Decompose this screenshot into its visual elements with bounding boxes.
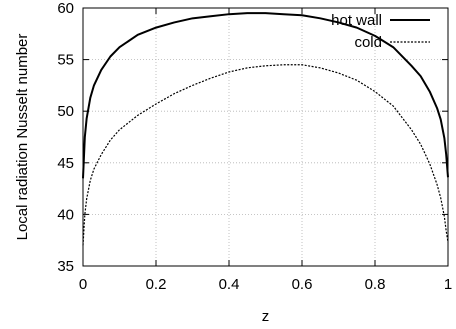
y-tick-label: 55 [57,52,74,69]
y-tick-label: 45 [57,155,74,172]
plot-frame [82,7,449,267]
legend-label-1: hot wall [331,12,382,29]
series [82,12,449,246]
x-tick-label: 0 [79,276,87,293]
legend-label-2: cold [354,34,382,51]
y-tick-label: 60 [57,0,74,17]
x-tick-label: 0.6 [292,276,313,293]
series-line-1 [82,12,449,179]
x-tick-label: 0.4 [219,276,240,293]
x-tick-label: 1 [444,276,452,293]
y-tick-label: 35 [57,258,74,275]
y-tick-label: 40 [57,206,74,223]
x-axis-title: z [262,308,270,325]
series-line-2 [82,64,449,246]
y-tick-label: 50 [57,103,74,120]
y-axis-title: Local radiation Nusselt number [14,34,31,241]
legend: hot wall cold [331,12,430,51]
x-tick-label: 0.2 [146,276,167,293]
tick-labels: 0 0.2 0.4 0.6 0.8 1 35 40 45 50 55 60 [57,0,452,293]
x-tick-label: 0.8 [365,276,386,293]
